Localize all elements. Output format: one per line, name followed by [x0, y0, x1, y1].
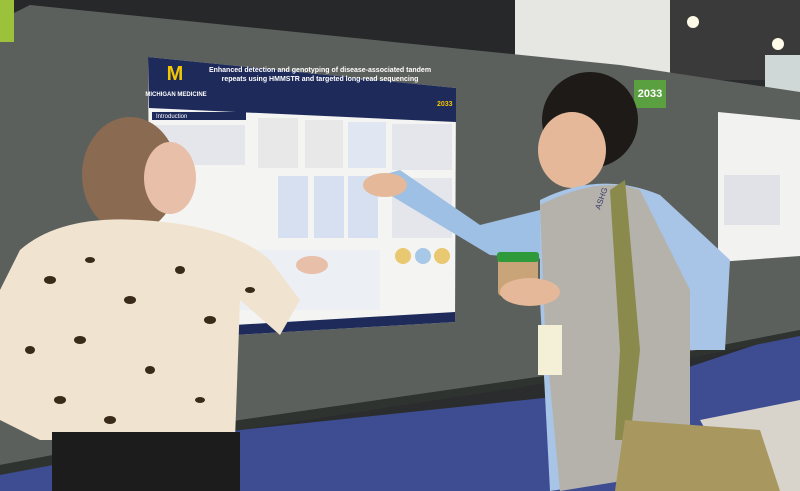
poster-logo: M [167, 63, 184, 85]
badge [538, 325, 562, 375]
poster-pie [395, 248, 411, 264]
poster-figure [348, 122, 386, 168]
woman-blouse [0, 219, 300, 440]
poster-plot [314, 176, 344, 238]
man-hand [363, 173, 407, 197]
cup-lid [497, 252, 539, 262]
poster-block [392, 124, 452, 170]
poster-logo-text: MICHIGAN MEDICINE [145, 92, 206, 98]
poster-figure [258, 118, 298, 168]
wall-base [0, 330, 800, 475]
woman-hand [296, 256, 328, 274]
poster-right-figure [724, 175, 780, 225]
poster-pie [415, 248, 431, 264]
ceiling-light [687, 16, 699, 28]
man-arm [365, 170, 560, 260]
woman-face [144, 142, 196, 214]
poster-section: Introduction [156, 114, 187, 120]
poster-number: 2033 [437, 101, 453, 108]
blouse-pattern [25, 257, 255, 424]
green-sign [0, 0, 14, 42]
poster-header [148, 57, 456, 122]
man-vest [540, 185, 690, 491]
bag-strap [610, 180, 640, 440]
section-bar [152, 112, 246, 120]
ceiling-light [772, 38, 784, 50]
bag [615, 420, 780, 491]
poster-title: Enhanced detection and genotyping of dis… [208, 67, 432, 83]
man-face [538, 112, 606, 188]
poster-pie [434, 248, 450, 264]
woman-skirt [52, 432, 240, 491]
number-sign-text: 2033 [638, 88, 662, 100]
poster-figure [305, 120, 343, 168]
man-hand [500, 278, 560, 306]
poster-plot [278, 176, 308, 238]
poster-title-box: Enhanced detection and genotyping of dis… [208, 67, 432, 83]
number-sign [634, 80, 666, 108]
